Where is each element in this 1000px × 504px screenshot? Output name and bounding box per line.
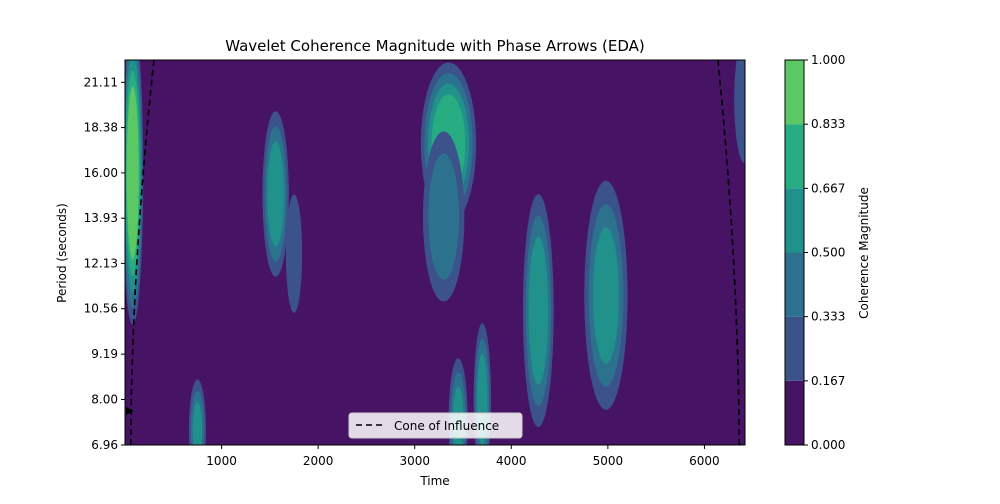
colorbar-segment — [785, 60, 804, 125]
plot-frame — [124, 59, 746, 446]
colorbar-tick-label: 0.667 — [811, 181, 845, 195]
colorbar-segment — [785, 124, 804, 189]
x-tick-label: 6000 — [689, 454, 720, 468]
colorbar-segment — [785, 252, 804, 317]
coherence-region — [285, 194, 303, 313]
y-tick-label: 16.00 — [84, 166, 118, 180]
colorbar-segment — [785, 188, 804, 253]
y-tick-label: 6.96 — [91, 438, 118, 452]
x-axis-label: Time — [419, 474, 449, 488]
x-tick-label: 3000 — [399, 454, 430, 468]
coherence-region — [593, 227, 619, 364]
coherence-region — [126, 86, 139, 260]
colorbar-segment — [785, 316, 804, 381]
x-tick-label: 5000 — [593, 454, 624, 468]
y-tick-label: 21.11 — [84, 75, 118, 89]
y-tick-label: 13.93 — [84, 211, 118, 225]
coi-line-right — [717, 60, 740, 445]
coherence-region — [528, 236, 549, 385]
coherence-region — [192, 402, 203, 445]
y-tick-label: 10.56 — [84, 302, 118, 316]
legend-label: Cone of Influence — [394, 419, 499, 433]
colorbar-tick-label: 0.333 — [811, 310, 845, 324]
x-tick-label: 2000 — [303, 454, 334, 468]
colorbar-tick-label: 0.167 — [811, 374, 845, 388]
y-tick-label: 8.00 — [91, 392, 118, 406]
phase-arrow — [126, 407, 134, 415]
colorbar-tick-label: 0.000 — [811, 438, 845, 452]
chart-title: Wavelet Coherence Magnitude with Phase A… — [225, 37, 645, 55]
coherence-region — [267, 141, 285, 247]
colorbar-label: Coherence Magnitude — [857, 187, 871, 319]
x-tick-label: 1000 — [206, 454, 237, 468]
colorbar-segment — [785, 380, 804, 445]
coi-line-left — [130, 60, 155, 445]
legend: Cone of Influence — [348, 412, 523, 439]
y-tick-label: 18.38 — [84, 121, 118, 135]
y-tick-label: 9.19 — [91, 347, 118, 361]
coherence-region — [428, 153, 460, 280]
colorbar-tick-label: 0.833 — [811, 117, 845, 131]
legend-box — [348, 412, 523, 439]
x-axis: 1000 2000 3000 4000 5000 6000 — [206, 445, 720, 468]
x-tick-label: 4000 — [496, 454, 527, 468]
colorbar-tick-label: 0.500 — [811, 246, 845, 260]
colorbar: 0.000 0.167 0.333 0.500 0.667 0.833 1.000 — [784, 53, 845, 452]
plot-area — [125, 60, 745, 445]
colorbar-tick-label: 1.000 — [811, 53, 845, 67]
coherence-region — [734, 60, 745, 164]
y-axis: 6.96 8.00 9.19 10.56 12.13 13.93 16.00 18.38 21.… — [84, 75, 125, 452]
y-tick-label: 12.13 — [84, 256, 118, 270]
y-axis-label: Period (seconds) — [55, 203, 69, 303]
